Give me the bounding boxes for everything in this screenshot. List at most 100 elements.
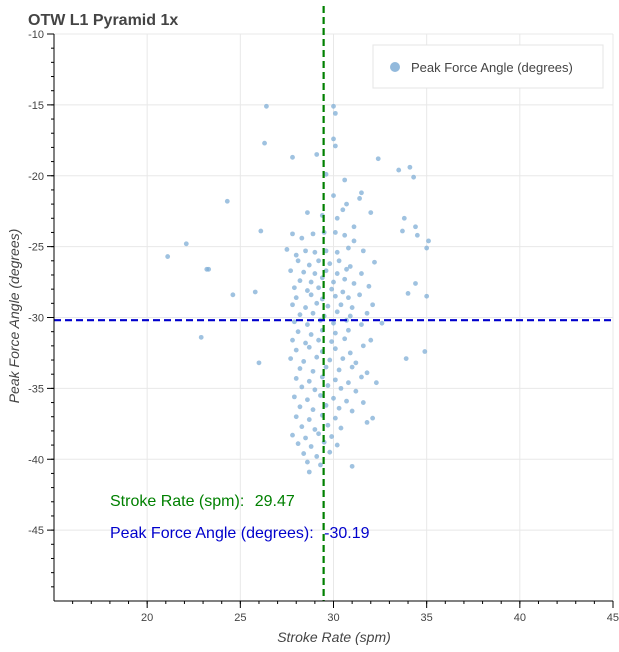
data-point [297, 312, 303, 318]
data-point [403, 356, 409, 362]
data-point [293, 295, 299, 301]
data-point [310, 310, 316, 316]
data-point [351, 281, 357, 286]
data-point [308, 279, 314, 285]
data-point [312, 387, 318, 393]
data-point [413, 281, 418, 286]
data-point [332, 143, 338, 149]
x-tick-label: 30 [327, 612, 339, 624]
data-point [299, 384, 305, 390]
data-point [364, 370, 370, 376]
data-point [422, 349, 428, 354]
data-point [316, 431, 321, 437]
data-point [336, 367, 342, 373]
data-point [198, 334, 204, 340]
data-point [316, 337, 321, 343]
x-tick-label: 20 [141, 612, 153, 624]
data-point [424, 293, 430, 299]
stroke-rate-annotation-label: Stroke Rate (spm): [110, 493, 244, 510]
data-point [310, 231, 316, 237]
data-point [297, 404, 303, 410]
data-point [338, 385, 344, 391]
data-point [325, 303, 331, 309]
data-point [305, 288, 310, 293]
data-point [297, 366, 303, 371]
peak-force-annotation-label: Peak Force Angle (degrees): [110, 525, 314, 542]
data-point [291, 394, 297, 400]
data-point [344, 266, 349, 272]
y-tick-label: -35 [28, 383, 44, 395]
data-point [290, 337, 295, 343]
x-tick-label: 25 [234, 612, 246, 624]
data-point [303, 305, 308, 310]
data-point [332, 346, 338, 352]
data-point [305, 397, 310, 403]
data-point [396, 167, 402, 173]
data-point [426, 238, 431, 244]
data-point [353, 388, 359, 394]
data-point [293, 347, 299, 353]
data-point [370, 302, 376, 308]
data-point [336, 258, 342, 264]
data-point [405, 291, 411, 296]
data-point [306, 378, 312, 384]
data-point [424, 245, 430, 251]
data-point [331, 193, 336, 198]
data-point [224, 198, 230, 204]
data-point [327, 449, 333, 455]
data-point [308, 444, 314, 449]
data-point [314, 300, 320, 306]
data-point [413, 224, 418, 230]
x-tick-label: 35 [421, 612, 433, 624]
data-point [299, 235, 305, 241]
reference-lines [54, 6, 613, 601]
data-point [306, 417, 312, 422]
data-point [291, 319, 297, 325]
data-point [344, 398, 349, 404]
data-point [312, 271, 318, 276]
data-point [332, 415, 338, 421]
data-point [334, 249, 340, 255]
data-point [370, 415, 376, 421]
data-point [314, 152, 320, 157]
legend-label: Peak Force Angle (degrees) [411, 60, 573, 75]
data-point [332, 230, 338, 235]
legend-box [372, 44, 604, 89]
data-point [332, 293, 338, 299]
data-point [373, 380, 379, 386]
data-point [312, 249, 318, 255]
data-point [325, 383, 331, 388]
data-point [340, 289, 346, 295]
data-point [342, 232, 348, 238]
data-point [297, 278, 303, 284]
data-point [329, 339, 335, 344]
data-point [314, 454, 320, 459]
data-point [379, 320, 385, 326]
data-point [301, 269, 307, 275]
data-point [334, 442, 340, 448]
data-point [308, 332, 314, 337]
data-point [331, 279, 336, 285]
data-point [346, 245, 351, 251]
data-point [293, 414, 299, 420]
data-point [347, 264, 353, 269]
y-tick-label: -45 [28, 525, 44, 537]
data-point [349, 408, 355, 414]
data-point [360, 343, 366, 349]
data-point [346, 295, 351, 301]
data-point [303, 248, 308, 254]
data-point [338, 302, 344, 308]
data-point [331, 103, 336, 109]
data-point [290, 231, 295, 237]
data-point [347, 313, 353, 319]
data-point [375, 156, 381, 162]
data-point [230, 292, 236, 298]
x-tick-label: 45 [607, 612, 619, 624]
data-point [331, 395, 336, 401]
data-point [351, 224, 357, 230]
data-point [290, 302, 295, 308]
data-point [165, 254, 171, 259]
data-point [305, 210, 310, 216]
data-point [316, 258, 321, 264]
